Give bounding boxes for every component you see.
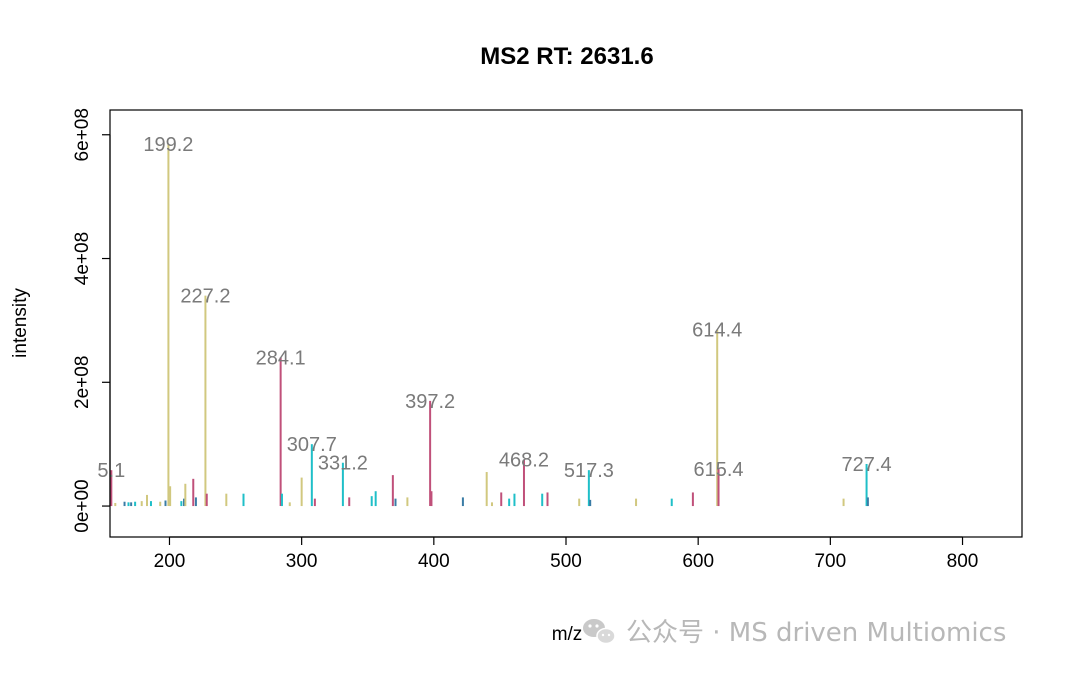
x-axis-label: m/z (552, 624, 583, 645)
x-tick-label-300: 300 (286, 551, 318, 572)
y-axis: 0e+00 2e+08 4e+08 6e+08 (72, 108, 111, 533)
peak-label-615.4: 615.4 (693, 459, 743, 481)
watermark: 公众号 · MS driven Multiomics (583, 618, 1006, 648)
watermark-text: 公众号 · MS driven Multiomics (626, 618, 1006, 648)
x-tick-label-200: 200 (154, 551, 186, 572)
y-tick-label-0: 0e+00 (72, 479, 93, 532)
peak-label-307.7: 307.7 (287, 434, 337, 456)
peak-label-397.2: 397.2 (405, 391, 455, 413)
peak-label-227.2: 227.2 (180, 286, 230, 308)
x-tick-label-500: 500 (550, 551, 582, 572)
peak-label-468.2: 468.2 (499, 450, 549, 472)
y-tick-label-1: 2e+08 (72, 356, 93, 409)
x-axis: 200 300 400 500 600 700 800 (154, 536, 979, 572)
wechat-icon (583, 619, 616, 645)
x-tick-label-700: 700 (814, 551, 846, 572)
peak-label-199.2: 199.2 (143, 134, 193, 156)
peak-label-5.1: 5.1 (97, 460, 125, 482)
peak-label-284.1: 284.1 (256, 348, 306, 370)
peak-label-331.2: 331.2 (318, 453, 368, 475)
peaks-group (110, 144, 869, 507)
x-tick-label-800: 800 (947, 551, 979, 572)
y-axis-label: intensity (10, 288, 31, 358)
peak-label-614.4: 614.4 (692, 320, 742, 342)
y-tick-label-3: 6e+08 (72, 108, 93, 161)
peak-label-517.3: 517.3 (564, 460, 614, 482)
x-tick-label-600: 600 (682, 551, 714, 572)
y-tick-label-2: 4e+08 (72, 232, 93, 285)
x-tick-label-400: 400 (418, 551, 450, 572)
chart-title: MS2 RT: 2631.6 (480, 43, 653, 70)
peak-label-727.4: 727.4 (842, 454, 892, 476)
